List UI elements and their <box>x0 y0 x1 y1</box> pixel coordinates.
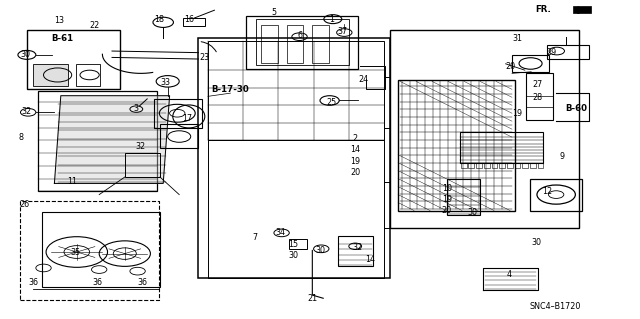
Text: SNC4–B1720: SNC4–B1720 <box>530 302 581 311</box>
Text: 36: 36 <box>92 278 102 287</box>
Text: 31: 31 <box>512 34 522 43</box>
Bar <box>398 80 515 211</box>
Text: 20: 20 <box>442 206 452 215</box>
Text: FR.: FR. <box>535 5 550 14</box>
Text: 14: 14 <box>365 256 375 264</box>
Text: 7: 7 <box>252 233 257 242</box>
Bar <box>499 163 505 168</box>
Text: 30: 30 <box>288 251 298 260</box>
Bar <box>526 73 553 120</box>
Bar <box>447 179 480 215</box>
Bar <box>125 153 160 177</box>
Text: 36: 36 <box>28 278 38 287</box>
Text: 23: 23 <box>200 53 210 62</box>
Text: 2: 2 <box>353 134 358 143</box>
Text: 5: 5 <box>271 8 276 17</box>
Text: 19: 19 <box>442 195 452 204</box>
Text: 19: 19 <box>512 109 522 118</box>
Text: 30: 30 <box>20 50 31 59</box>
Bar <box>507 163 513 168</box>
Text: 15: 15 <box>288 240 298 249</box>
Bar <box>160 124 198 148</box>
Text: 30: 30 <box>531 238 541 247</box>
Text: 13: 13 <box>54 16 65 25</box>
Text: 1: 1 <box>329 15 334 24</box>
Bar <box>287 25 303 63</box>
Bar <box>512 55 549 72</box>
Text: 4: 4 <box>506 270 511 279</box>
Text: B-61: B-61 <box>52 34 74 43</box>
Bar <box>522 163 528 168</box>
Bar <box>338 236 373 266</box>
Polygon shape <box>54 96 170 183</box>
Bar <box>530 163 536 168</box>
Text: 29: 29 <box>547 48 557 57</box>
Bar <box>183 18 205 26</box>
Text: 32: 32 <box>136 142 146 151</box>
Text: 9: 9 <box>559 152 564 161</box>
Bar <box>27 30 120 89</box>
Text: 20: 20 <box>350 168 360 177</box>
Bar <box>468 163 474 168</box>
Text: 36: 36 <box>137 278 147 287</box>
Bar <box>256 19 349 65</box>
Text: 33: 33 <box>160 78 170 87</box>
Bar <box>460 132 543 163</box>
Bar <box>530 179 582 211</box>
Text: 32: 32 <box>22 107 32 116</box>
Bar <box>261 25 278 63</box>
Text: 20: 20 <box>506 63 516 71</box>
Bar <box>246 16 358 69</box>
Text: 11: 11 <box>67 177 77 186</box>
Text: 27: 27 <box>532 80 543 89</box>
Text: B-17-30: B-17-30 <box>212 85 249 94</box>
Text: 32: 32 <box>352 243 362 252</box>
Text: 3: 3 <box>133 104 138 113</box>
Bar <box>390 30 579 228</box>
Text: 6: 6 <box>297 31 302 40</box>
Bar <box>461 163 467 168</box>
Bar <box>76 64 100 86</box>
Text: 34: 34 <box>275 228 285 237</box>
Bar <box>573 6 591 13</box>
Bar <box>515 163 520 168</box>
Text: 21: 21 <box>307 294 317 303</box>
Text: 12: 12 <box>542 187 552 196</box>
Text: 22: 22 <box>90 21 100 30</box>
Bar <box>38 91 157 191</box>
Bar <box>154 99 202 128</box>
Bar <box>312 25 329 63</box>
Text: 19: 19 <box>350 157 360 166</box>
Text: 30: 30 <box>315 246 325 255</box>
Text: B-60: B-60 <box>565 104 587 113</box>
Text: 18: 18 <box>154 15 164 24</box>
Bar <box>289 239 307 249</box>
Text: 30: 30 <box>467 208 477 217</box>
Text: 14: 14 <box>350 145 360 154</box>
Text: 17: 17 <box>182 114 193 122</box>
Bar <box>484 163 490 168</box>
Text: 10: 10 <box>442 184 452 193</box>
Bar <box>208 41 384 140</box>
Text: 24: 24 <box>358 75 369 84</box>
Bar <box>33 64 68 86</box>
Bar <box>547 45 589 59</box>
Bar <box>42 212 160 287</box>
Text: 35: 35 <box>70 248 81 256</box>
Bar <box>208 140 384 278</box>
Bar <box>492 163 497 168</box>
Text: 28: 28 <box>532 93 543 102</box>
Text: 25: 25 <box>326 98 337 107</box>
Text: 8: 8 <box>19 133 24 142</box>
Text: 37: 37 <box>337 27 348 36</box>
Text: 16: 16 <box>184 15 194 24</box>
Text: 26: 26 <box>19 200 29 209</box>
Bar <box>538 163 543 168</box>
Bar <box>476 163 482 168</box>
Bar <box>198 38 390 278</box>
